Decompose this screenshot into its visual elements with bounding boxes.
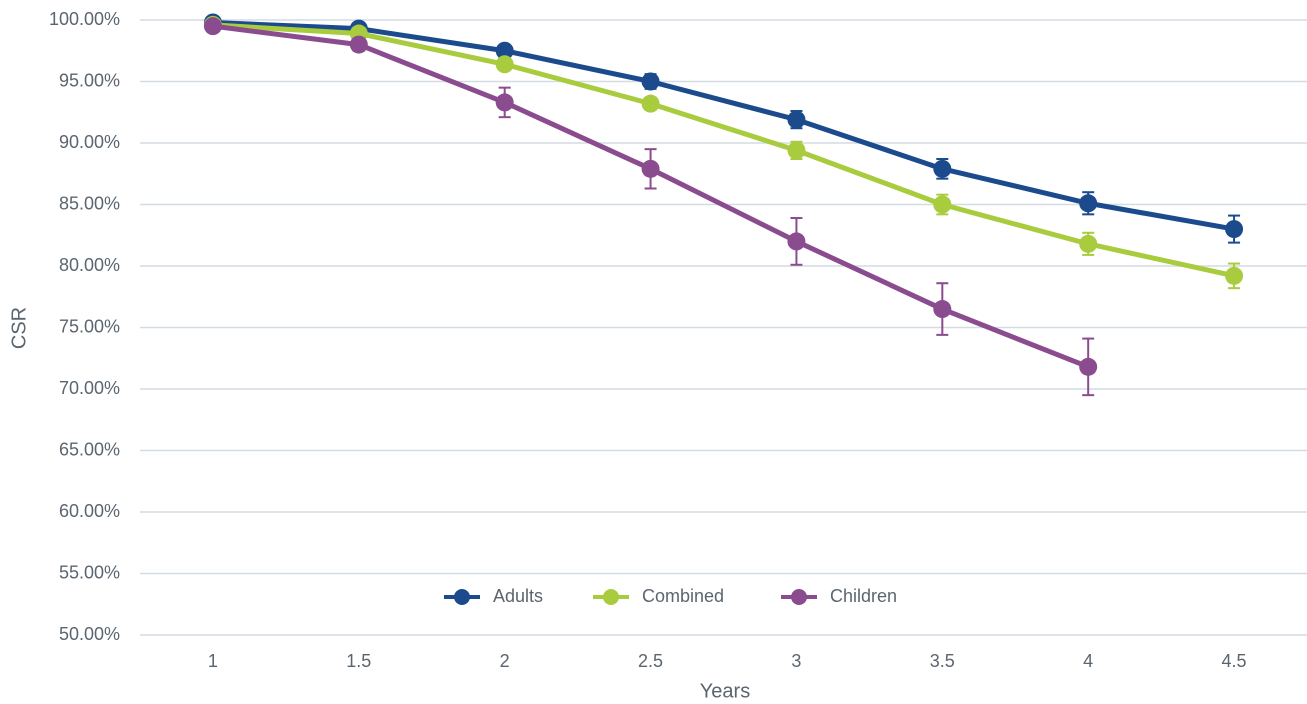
data-point — [641, 72, 660, 91]
data-point — [203, 17, 222, 36]
data-point — [495, 93, 514, 112]
y-tick-label: 85.00% — [59, 193, 120, 213]
data-point — [933, 300, 952, 319]
x-axis-label: Years — [700, 680, 750, 702]
data-point — [641, 159, 660, 178]
data-point — [495, 55, 514, 74]
legend-marker — [454, 589, 470, 605]
y-tick-label: 90.00% — [59, 132, 120, 152]
x-tick-label: 2 — [500, 651, 510, 671]
data-point — [933, 159, 952, 178]
y-tick-label: 75.00% — [59, 316, 120, 336]
series-line — [212, 19, 1235, 232]
data-point — [1079, 234, 1098, 253]
data-point — [787, 141, 806, 160]
x-tick-label: 4 — [1083, 651, 1093, 671]
legend-label: Children — [830, 586, 897, 606]
y-tick-label: 60.00% — [59, 501, 120, 521]
legend-marker — [791, 589, 807, 605]
data-point — [349, 35, 368, 54]
y-tick-label: 95.00% — [59, 70, 120, 90]
series-line — [212, 22, 1235, 279]
data-point — [787, 110, 806, 129]
y-tick-label: 100.00% — [49, 9, 120, 29]
data-point — [641, 94, 660, 113]
x-tick-label: 3 — [791, 651, 801, 671]
y-tick-label: 55.00% — [59, 562, 120, 582]
data-point — [495, 41, 514, 60]
legend-label: Combined — [642, 586, 724, 606]
data-point — [1225, 220, 1244, 239]
x-tick-label: 1 — [208, 651, 218, 671]
data-point — [1225, 266, 1244, 285]
y-tick-label: 65.00% — [59, 439, 120, 459]
y-tick-label: 80.00% — [59, 255, 120, 275]
x-tick-label: 4.5 — [1222, 651, 1247, 671]
data-point — [787, 232, 806, 251]
x-tick-label: 2.5 — [638, 651, 663, 671]
x-tick-label: 1.5 — [346, 651, 371, 671]
data-point — [933, 195, 952, 214]
legend-marker — [603, 589, 619, 605]
y-tick-label: 50.00% — [59, 624, 120, 644]
x-tick-label: 3.5 — [930, 651, 955, 671]
data-point — [1079, 194, 1098, 213]
y-axis-label: CSR — [8, 307, 30, 349]
y-tick-label: 70.00% — [59, 378, 120, 398]
data-point — [1079, 357, 1098, 376]
legend-label: Adults — [493, 586, 543, 606]
